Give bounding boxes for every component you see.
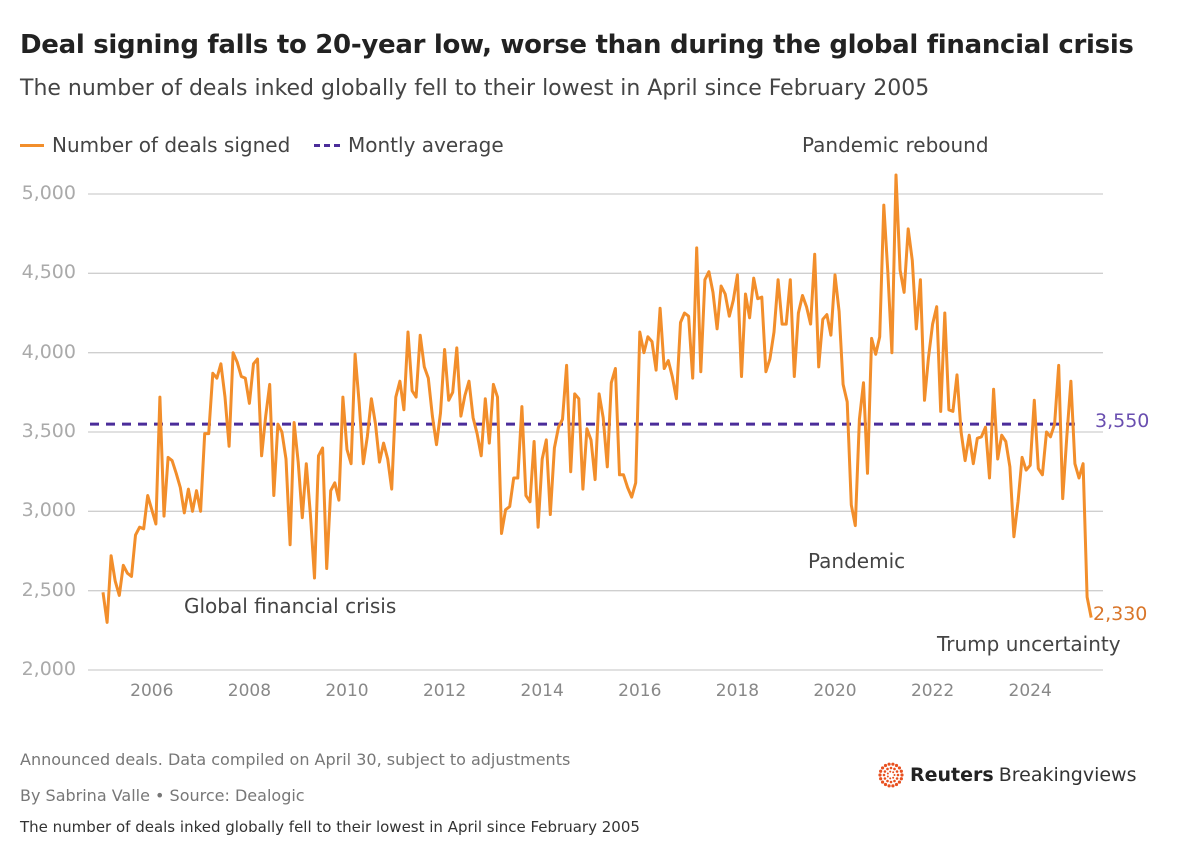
logo-dot bbox=[880, 780, 885, 784]
x-tick-label: 2010 bbox=[325, 681, 369, 701]
logo-dot bbox=[891, 784, 895, 788]
logo-dot bbox=[896, 773, 900, 777]
logo-dot bbox=[893, 779, 896, 783]
annotation-trump: Trump uncertainty bbox=[937, 632, 1121, 656]
y-tick-label: 5,000 bbox=[21, 182, 76, 204]
logo-dot bbox=[899, 769, 903, 773]
logo-dot bbox=[897, 766, 902, 770]
logo-text-light: Breakingviews bbox=[998, 764, 1137, 786]
logo-dot bbox=[893, 774, 896, 776]
x-tick-label: 2024 bbox=[1008, 681, 1052, 701]
logo-dot bbox=[878, 773, 882, 777]
legend-swatch-line bbox=[20, 143, 44, 147]
chart-subtitle: The number of deals inked globally fell … bbox=[20, 76, 930, 101]
logo-text-bold: Reuters bbox=[910, 764, 994, 786]
x-tick-label: 2022 bbox=[910, 681, 955, 701]
logo-dot bbox=[879, 777, 883, 781]
caption: The number of deals inked globally fell … bbox=[20, 818, 640, 836]
annotation-gfc: Global financial crisis bbox=[184, 594, 397, 618]
x-tick-label: 2018 bbox=[715, 681, 760, 701]
chart-title: Deal signing falls to 20-year low, worse… bbox=[20, 30, 1134, 60]
annotation-pandemic: Pandemic bbox=[808, 549, 906, 573]
logo-dot bbox=[882, 773, 886, 777]
logo-dot bbox=[893, 767, 896, 771]
logo-dot bbox=[883, 782, 888, 787]
logo-dot bbox=[895, 770, 899, 773]
annotation-pandemic-rebound: Pandemic rebound bbox=[802, 133, 989, 157]
logo-dot bbox=[897, 780, 902, 784]
y-tick-label: 4,500 bbox=[21, 261, 76, 284]
x-tick-label: 2012 bbox=[422, 681, 467, 701]
logo-dot bbox=[894, 763, 899, 768]
logo-dot bbox=[887, 784, 891, 788]
byline: By Sabrina Valle • Source: Dealogic bbox=[20, 786, 305, 805]
x-tick-label: 2008 bbox=[227, 681, 272, 701]
logo-dot bbox=[889, 766, 893, 770]
legend-swatch-dash bbox=[314, 143, 340, 147]
reuters-logo-icon bbox=[878, 762, 904, 788]
last-value-label: 2,330 bbox=[1093, 603, 1148, 625]
legend-label: Montly average bbox=[348, 133, 504, 157]
logo-dot bbox=[899, 777, 903, 781]
logo-dot bbox=[892, 776, 895, 779]
logo-dot bbox=[889, 780, 893, 784]
y-tick-label: 2,000 bbox=[21, 658, 76, 680]
logo-dot bbox=[886, 772, 889, 775]
legend-label: Number of deals signed bbox=[52, 133, 291, 157]
x-tick-label: 2016 bbox=[618, 681, 662, 701]
reuters-breakingviews-logo: Reuters Breakingviews bbox=[876, 760, 1137, 790]
y-tick-label: 3,000 bbox=[21, 499, 76, 522]
y-tick-label: 4,000 bbox=[21, 340, 76, 363]
x-tick-label: 2006 bbox=[130, 681, 174, 701]
logo-dot bbox=[900, 773, 904, 777]
logo-dot bbox=[879, 769, 883, 773]
logo-dot bbox=[886, 775, 889, 778]
logo-dot bbox=[886, 779, 889, 783]
logo-dot bbox=[889, 770, 892, 773]
logo-dot bbox=[883, 777, 887, 780]
logo-dot bbox=[883, 770, 887, 773]
logo-dot bbox=[895, 777, 899, 780]
y-tick-label: 3,500 bbox=[21, 420, 76, 442]
logo-dot bbox=[887, 762, 891, 766]
footnote: Announced deals. Data compiled on April … bbox=[20, 750, 571, 769]
logo-dot bbox=[886, 767, 889, 771]
legend-item-deals: Number of deals signed bbox=[20, 133, 290, 157]
logo-dot bbox=[891, 762, 895, 766]
logo-dot bbox=[880, 766, 885, 770]
logo-dot bbox=[894, 782, 899, 787]
x-tick-label: 2014 bbox=[520, 681, 564, 701]
y-tick-label: 2,500 bbox=[21, 578, 76, 601]
legend-item-average: Montly average bbox=[314, 133, 504, 157]
logo-dot bbox=[883, 763, 888, 768]
x-tick-label: 2020 bbox=[813, 681, 857, 701]
deals-series-line bbox=[101, 173, 1093, 624]
logo-dot bbox=[889, 777, 892, 780]
average-value-label: 3,550 bbox=[1095, 410, 1150, 432]
logo-dot bbox=[892, 771, 895, 774]
